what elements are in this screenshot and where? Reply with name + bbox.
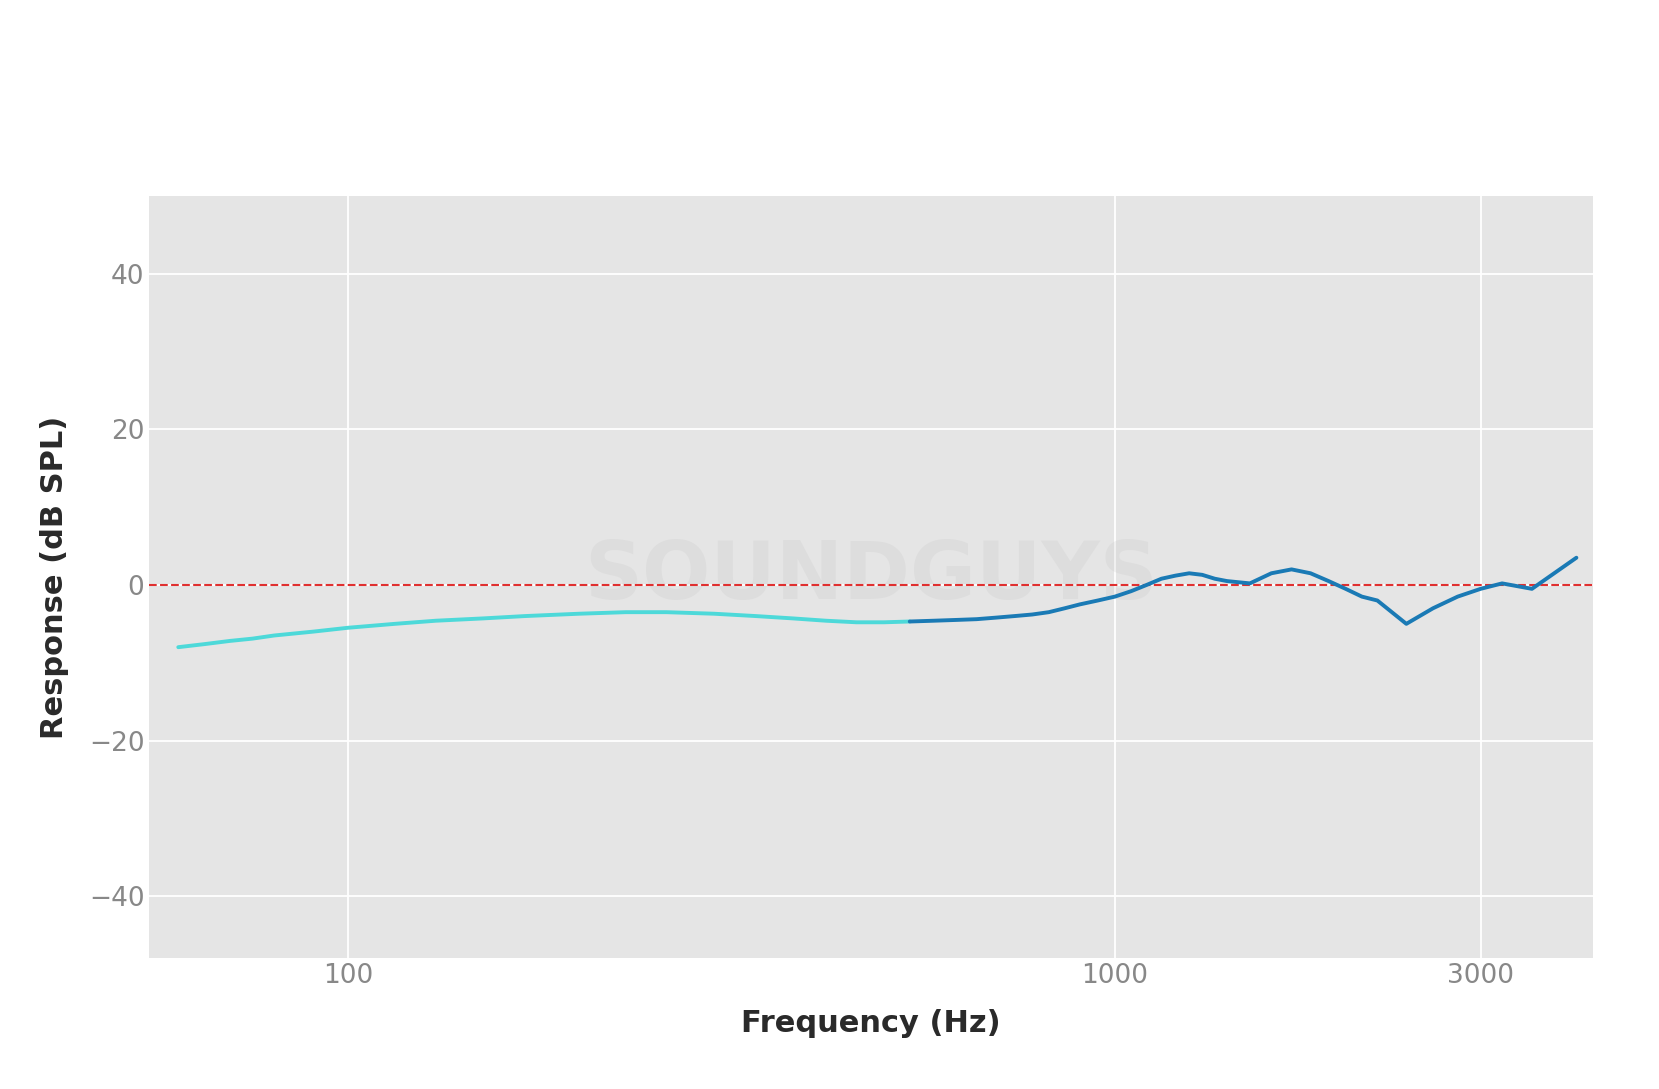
Text: SOUNDGUYS: SOUNDGUYS <box>584 538 1158 616</box>
Text: Shure 55SH Frequency Response (voice band): Shure 55SH Frequency Response (voice ban… <box>325 45 1334 83</box>
Y-axis label: Response (dB SPL): Response (dB SPL) <box>40 416 70 738</box>
X-axis label: Frequency (Hz): Frequency (Hz) <box>742 1008 1000 1038</box>
